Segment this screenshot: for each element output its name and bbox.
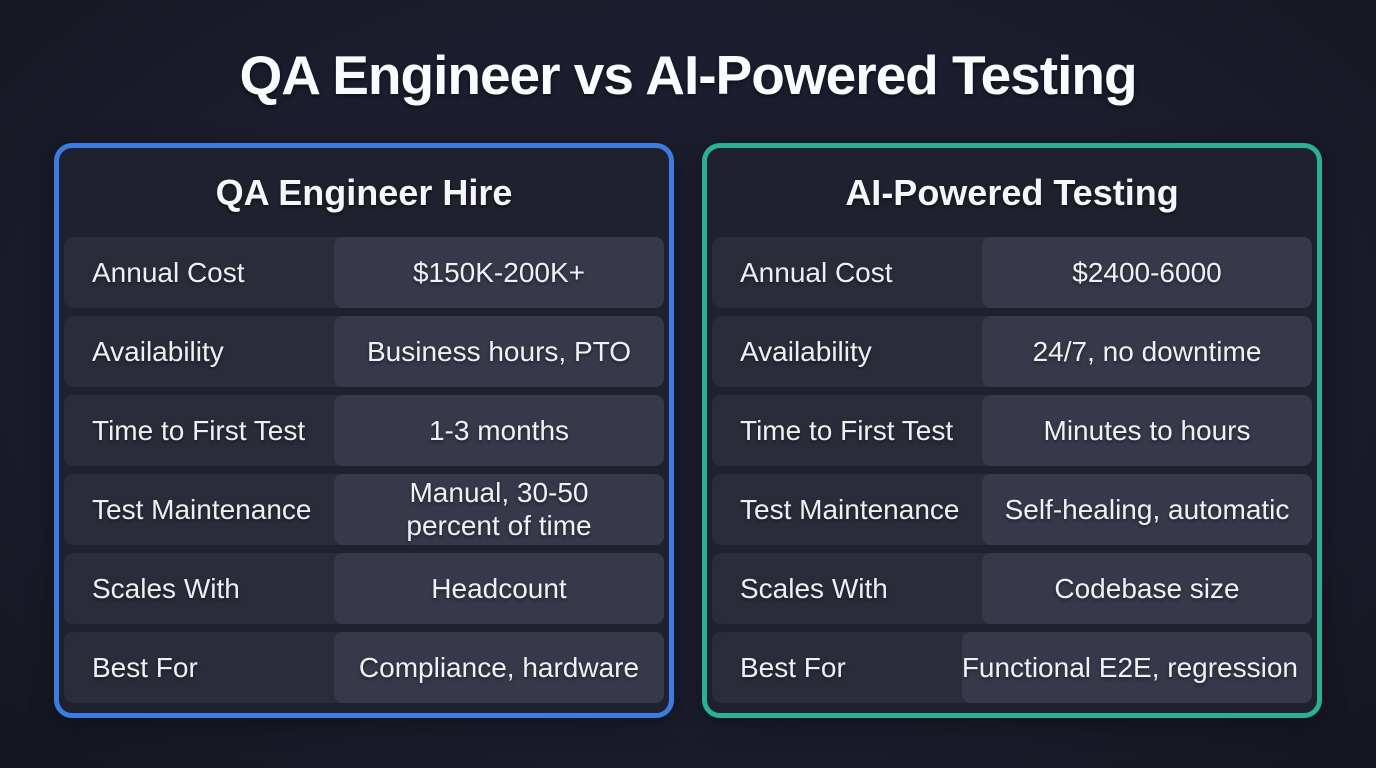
table-row: Time to First Test 1-3 months [64,395,664,466]
table-row: Availability Business hours, PTO [64,316,664,387]
row-label: Test Maintenance [92,493,312,525]
row-value: Compliance, hardware [334,632,664,703]
qa-engineer-card: QA Engineer Hire Annual Cost $150K-200K+… [54,143,674,718]
comparison-cards: QA Engineer Hire Annual Cost $150K-200K+… [54,143,1322,718]
row-value: Business hours, PTO [334,316,664,387]
table-row: Test Maintenance Self-healing, automatic [712,474,1312,545]
table-row: Time to First Test Minutes to hours [712,395,1312,466]
table-row: Scales With Codebase size [712,553,1312,624]
row-value: Minutes to hours [982,395,1312,466]
row-label: Time to First Test [92,414,306,446]
row-label: Annual Cost [740,256,893,288]
row-label: Scales With [92,572,240,604]
table-row: Test Maintenance Manual, 30-50 percent o… [64,474,664,545]
row-label: Time to First Test [740,414,954,446]
table-row: Annual Cost $2400-6000 [712,237,1312,308]
ai-testing-card: AI-Powered Testing Annual Cost $2400-600… [702,143,1322,718]
qa-card-title: QA Engineer Hire [215,171,513,213]
row-value: 1-3 months [334,395,664,466]
row-value: 24/7, no downtime [982,316,1312,387]
row-label: Availability [92,335,224,367]
row-label: Availability [740,335,872,367]
row-value: $2400-6000 [982,237,1312,308]
row-value: Headcount [334,553,664,624]
ai-card-rows: Annual Cost $2400-6000 Availability 24/7… [711,237,1313,711]
table-row: Annual Cost $150K-200K+ [64,237,664,308]
row-label: Best For [92,651,198,683]
row-label: Annual Cost [92,256,245,288]
row-label: Test Maintenance [740,493,960,525]
table-row: Availability 24/7, no downtime [712,316,1312,387]
qa-card-rows: Annual Cost $150K-200K+ Availability Bus… [63,237,665,711]
ai-card-title: AI-Powered Testing [845,171,1179,213]
table-row: Best For Functional E2E, regression [712,632,1312,703]
table-row: Scales With Headcount [64,553,664,624]
row-value: Functional E2E, regression [961,632,1312,703]
row-value: Manual, 30-50 percent of time [334,474,664,545]
page-title: QA Engineer vs AI-Powered Testing [239,44,1137,106]
row-value: $150K-200K+ [334,237,664,308]
row-label: Scales With [740,572,888,604]
row-value: Codebase size [982,553,1312,624]
row-label: Best For [740,651,846,683]
row-value: Self-healing, automatic [982,474,1312,545]
table-row: Best For Compliance, hardware [64,632,664,703]
